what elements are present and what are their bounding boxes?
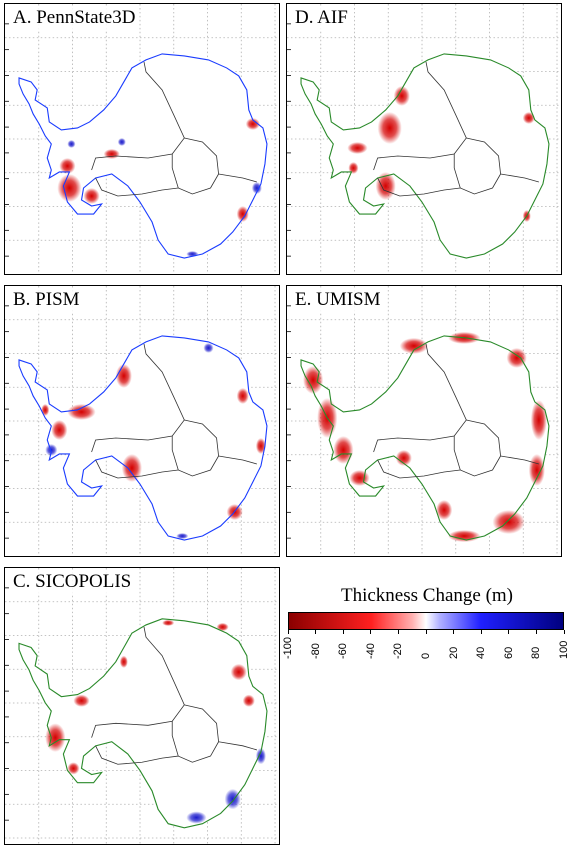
map-c xyxy=(5,568,279,844)
colorbar-tick-label: -80 xyxy=(309,643,322,659)
colorbar-title: Thickness Change (m) xyxy=(340,585,513,606)
antarctica-outline xyxy=(300,331,550,543)
colorbar-tick-label: -40 xyxy=(364,643,377,659)
antarctica-outline xyxy=(18,618,268,829)
panel-title-e: E. UMISM xyxy=(293,288,383,312)
colorbar-tick xyxy=(315,630,317,634)
colorbar-tick-label: 20 xyxy=(447,646,460,659)
map-grid xyxy=(5,568,279,844)
colorbar-tick-label: -100 xyxy=(282,636,294,659)
panel-c-sicopolis: C. SICOPOLIS xyxy=(4,567,280,845)
colorbar-tick-label: 60 xyxy=(502,646,515,659)
colorbar-tick xyxy=(425,630,427,634)
colorbar-tick-label: -20 xyxy=(392,643,405,659)
panel-b-pism: B. PISM xyxy=(4,285,280,557)
map-d xyxy=(287,4,561,274)
panel-title-d: D. AIF xyxy=(293,6,350,30)
colorbar-tick-label: 0 xyxy=(420,652,432,659)
colorbar-tick-label: 80 xyxy=(530,646,543,659)
colorbar-tick-label: -60 xyxy=(337,643,350,659)
panel-d-aif: D. AIF xyxy=(286,3,562,275)
colorbar: Thickness Change (m) -100 -80 -60 -40 -20 0 20… xyxy=(282,583,570,663)
antarctica-outline xyxy=(18,53,268,259)
map-e xyxy=(287,286,561,556)
antarctica-outline xyxy=(300,53,550,259)
colorbar-tick-label: 100 xyxy=(558,640,570,659)
colorbar-tick-label: 40 xyxy=(475,646,488,659)
colorbar-tick xyxy=(342,630,344,634)
colorbar-tick xyxy=(397,630,399,634)
colorbar-tick xyxy=(453,630,455,634)
panel-e-umism: E. UMISM xyxy=(286,285,562,557)
panel-a-pennstate3d: A. PennState3D xyxy=(4,3,280,275)
colorbar-tick xyxy=(370,630,372,634)
panel-title-a: A. PennState3D xyxy=(11,6,138,30)
colorbar-tick xyxy=(480,630,482,634)
colorbar-gradient xyxy=(288,612,564,630)
map-a xyxy=(5,4,279,274)
colorbar-tick xyxy=(535,630,537,634)
map-b xyxy=(5,286,279,556)
antarctica-outline xyxy=(18,335,268,541)
panel-title-c: C. SICOPOLIS xyxy=(11,570,134,594)
colorbar-tick xyxy=(563,630,565,634)
panel-title-b: B. PISM xyxy=(11,288,82,312)
colorbar-tick xyxy=(508,630,510,634)
colorbar-tick xyxy=(287,630,289,634)
